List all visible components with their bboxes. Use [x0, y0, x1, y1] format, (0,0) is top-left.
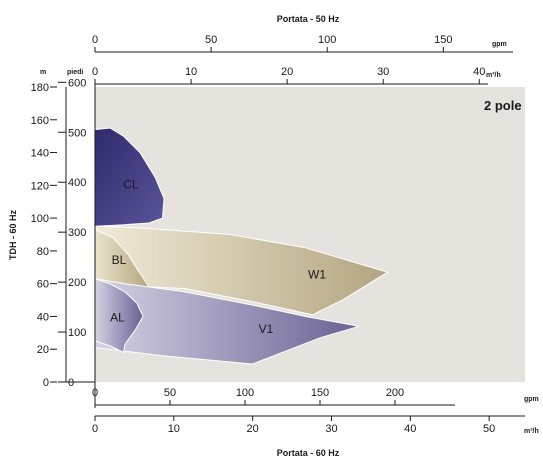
region-label-w1: W1: [308, 268, 326, 282]
top-m3h-axis-tick-label: 40: [473, 66, 485, 78]
m-tick-label: 100: [31, 213, 49, 225]
m-tick-label: 60: [37, 279, 49, 291]
m-tick-label: 20: [37, 344, 49, 356]
ft-tick-label: 500: [68, 127, 86, 139]
bottom-gpm-axis-tick-label: 100: [236, 387, 254, 399]
bottom-m3h-axis-tick-label: 10: [168, 423, 180, 435]
m-tick-label: 40: [37, 311, 49, 323]
left-axis-title: TDH - 60 Hz: [8, 210, 18, 261]
m-tick-label: 80: [37, 246, 49, 258]
top-gpm-axis-tick-label: 100: [318, 34, 336, 46]
m-tick-label: 140: [31, 148, 49, 160]
ft-tick-label: 300: [68, 227, 86, 239]
bottom-gpm-axis-tick-label: 200: [386, 387, 404, 399]
ft-tick-label: 100: [68, 327, 86, 339]
top-gpm-axis-tick-label: 150: [434, 34, 452, 46]
region-al: [94, 278, 144, 354]
ft-tick-label: 0: [68, 377, 74, 389]
left-m-unit: m: [40, 69, 46, 76]
region-cl: [94, 127, 165, 227]
top-gpm-axis-tick-label: 0: [92, 34, 98, 46]
top-gpm-axis-tick-label: 50: [205, 34, 217, 46]
pole-annotation: 2 pole: [484, 98, 522, 113]
top-gpm-unit: gpm: [492, 41, 507, 48]
bottom-m3h-axis-tick-label: 0: [92, 423, 98, 435]
left-ft-unit: piedi: [67, 69, 83, 76]
region-v1: [94, 278, 360, 365]
top-m3h-unit: m³/h: [486, 72, 501, 79]
bottom-gpm-axis-tick-label: 50: [164, 387, 176, 399]
ft-tick-label: 600: [68, 77, 86, 89]
regions-layer: W1 BL V1 AL CL: [94, 127, 389, 365]
ft-tick-label: 200: [68, 277, 86, 289]
bottom-m3h-axis-tick-label: 20: [247, 423, 259, 435]
region-label-al: AL: [110, 310, 125, 324]
m-tick-label: 120: [31, 180, 49, 192]
m-tick-label: 160: [31, 115, 49, 127]
top-m3h-axis-tick-label: 0: [92, 66, 98, 78]
region-label-bl: BL: [112, 253, 127, 267]
top-axis-title: Portata - 50 Hz: [277, 14, 340, 24]
m-tick-label: 180: [31, 82, 49, 94]
region-label-cl: CL: [123, 177, 139, 191]
bottom-m3h-axis-tick-label: 50: [483, 423, 495, 435]
top-m3h-axis-tick-label: 20: [281, 66, 293, 78]
m-tick-label: 0: [43, 377, 49, 389]
bottom-axis-title: Portata - 60 Hz: [277, 448, 340, 458]
top-m3h-axis-tick-label: 10: [185, 66, 197, 78]
bottom-m3h-unit: m³/h: [524, 428, 539, 435]
bottom-m3h-axis-tick-label: 40: [404, 423, 416, 435]
bottom-gpm-unit: gpm: [524, 396, 539, 403]
bottom-m3h-axis-tick-label: 30: [325, 423, 337, 435]
ft-tick-label: 400: [68, 177, 86, 189]
top-m3h-axis-tick-label: 30: [377, 66, 389, 78]
bottom-gpm-axis-tick-label: 150: [311, 387, 329, 399]
region-label-v1: V1: [259, 322, 274, 336]
